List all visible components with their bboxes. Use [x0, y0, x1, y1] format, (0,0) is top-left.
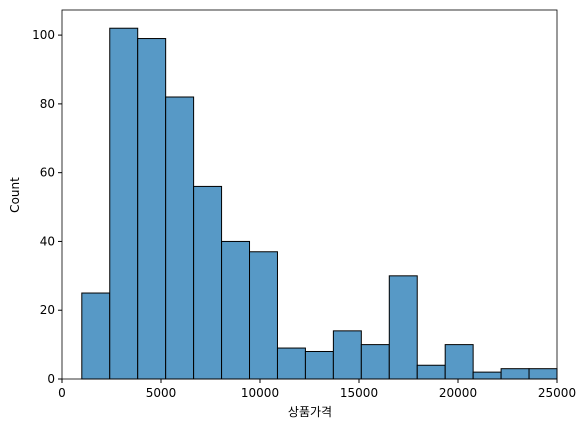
plot-frame — [61, 9, 558, 380]
bar — [528, 368, 558, 380]
bar — [137, 38, 167, 380]
y-tick-label: 80 — [40, 97, 55, 111]
y-tick-label: 60 — [40, 166, 55, 180]
y-tick-label: 40 — [40, 234, 55, 248]
bar — [221, 240, 251, 380]
bar — [500, 368, 530, 380]
x-axis-label: 상품가격 — [288, 405, 332, 419]
x-tick-label: 15000 — [340, 386, 378, 400]
bar — [304, 350, 334, 380]
bar — [81, 292, 111, 380]
x-tick-label: 0 — [58, 386, 66, 400]
bar — [388, 275, 418, 380]
x-tick-label: 25000 — [538, 386, 576, 400]
bar — [276, 347, 306, 380]
y-tick-label: 0 — [47, 372, 55, 386]
bar — [416, 364, 446, 380]
bar — [332, 330, 362, 380]
y-tick-label: 20 — [40, 303, 55, 317]
bar — [472, 371, 502, 380]
bar — [360, 344, 390, 380]
bar — [249, 251, 278, 380]
bar — [193, 185, 223, 380]
x-tick-label: 5000 — [146, 386, 177, 400]
y-tick-label: 100 — [32, 28, 55, 42]
y-axis-label: Count — [8, 177, 22, 213]
bar — [165, 96, 195, 380]
x-tick-label: 10000 — [241, 386, 279, 400]
bar — [444, 344, 474, 380]
bar — [109, 27, 139, 380]
x-tick-label: 20000 — [439, 386, 477, 400]
